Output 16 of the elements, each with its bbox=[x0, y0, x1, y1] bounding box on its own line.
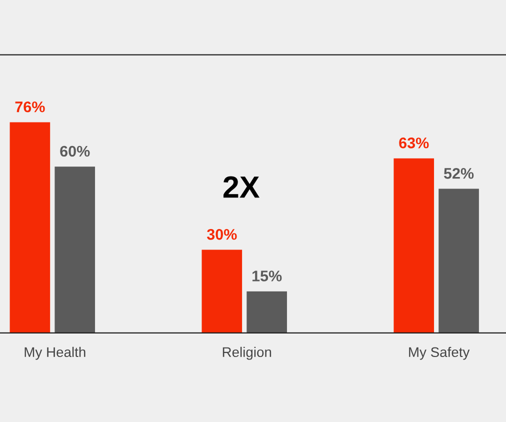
data-label: 30% bbox=[206, 229, 237, 240]
data-label: 52% bbox=[444, 168, 474, 179]
bar bbox=[246, 291, 287, 333]
x-tick-label: My Health bbox=[24, 346, 86, 360]
bar bbox=[438, 188, 479, 333]
bar bbox=[202, 250, 242, 333]
bar bbox=[394, 158, 434, 333]
data-label: 15% bbox=[252, 270, 282, 282]
data-label: 76% bbox=[15, 101, 45, 112]
x-tick-label: Religion bbox=[222, 346, 272, 360]
x-tick-label: My Safety bbox=[409, 346, 470, 360]
bar bbox=[54, 166, 96, 333]
data-label: 63% bbox=[399, 138, 429, 148]
bar bbox=[10, 122, 50, 333]
data-label: 60% bbox=[60, 146, 90, 157]
annotation: 2X bbox=[223, 176, 260, 198]
